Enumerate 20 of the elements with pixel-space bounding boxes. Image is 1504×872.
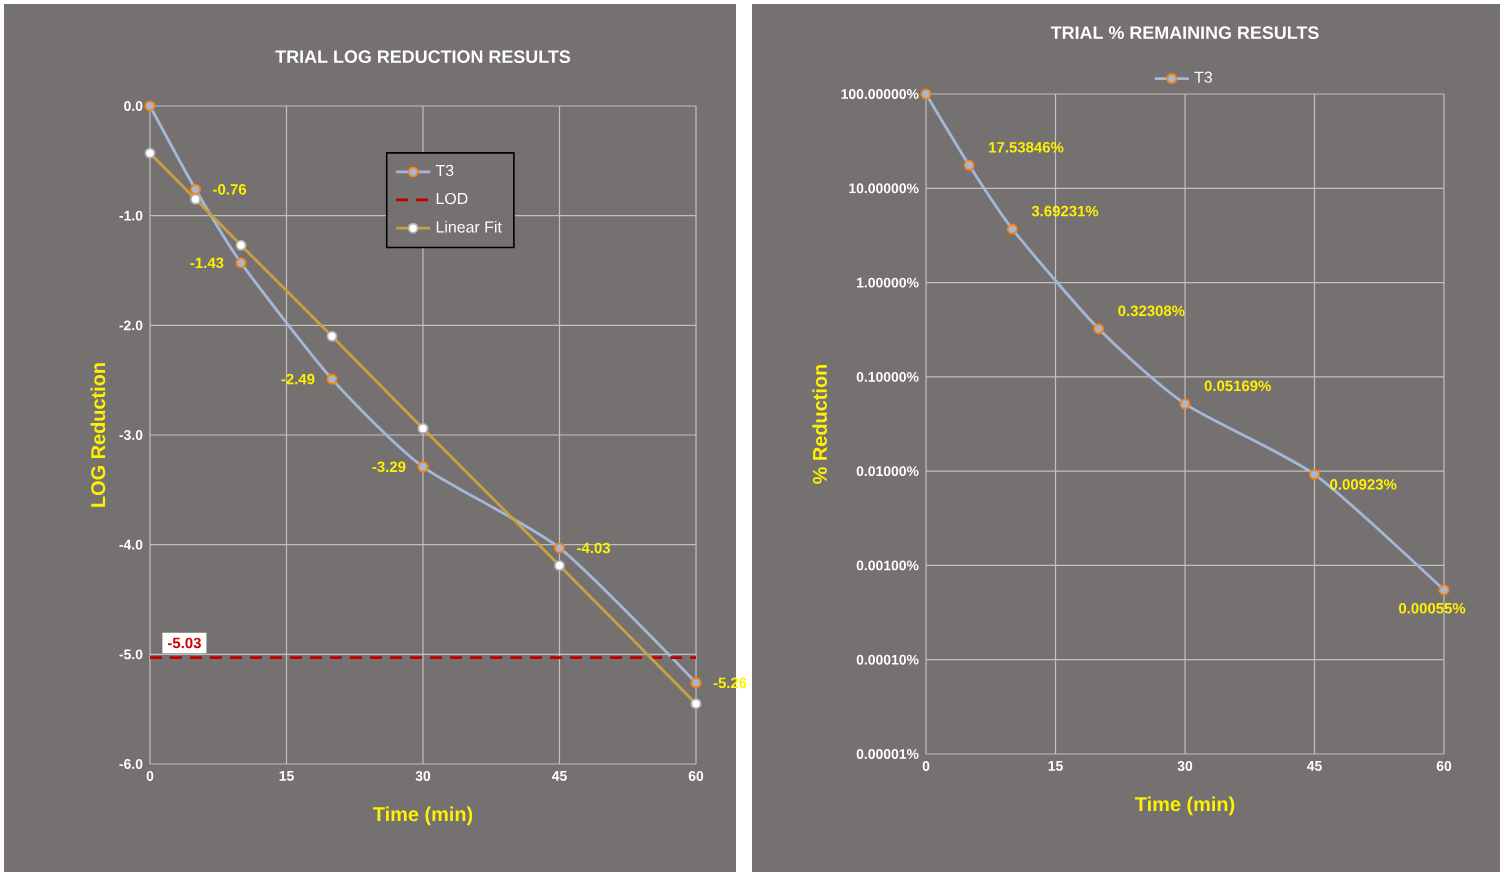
point — [963, 159, 975, 171]
point — [1179, 398, 1191, 410]
chart-title: TRIAL LOG REDUCTION RESULTS — [275, 50, 571, 64]
x-axis-title: Time (min) — [373, 806, 473, 826]
point — [1309, 468, 1320, 480]
point — [417, 461, 429, 473]
point — [1438, 584, 1450, 596]
point — [1006, 223, 1018, 235]
point — [144, 100, 156, 112]
point — [326, 373, 338, 385]
point — [1093, 323, 1105, 335]
point — [190, 183, 201, 195]
chart-title: TRIAL % REMAINING RESULTS — [1050, 26, 1319, 40]
point — [554, 542, 565, 554]
x-axis-title: Time (min) — [1135, 796, 1235, 816]
point — [690, 677, 702, 689]
point — [235, 257, 247, 269]
y-axis-title: % Reduction — [812, 364, 827, 484]
y-axis-title: LOG Reduction — [90, 363, 106, 507]
point — [920, 88, 932, 100]
